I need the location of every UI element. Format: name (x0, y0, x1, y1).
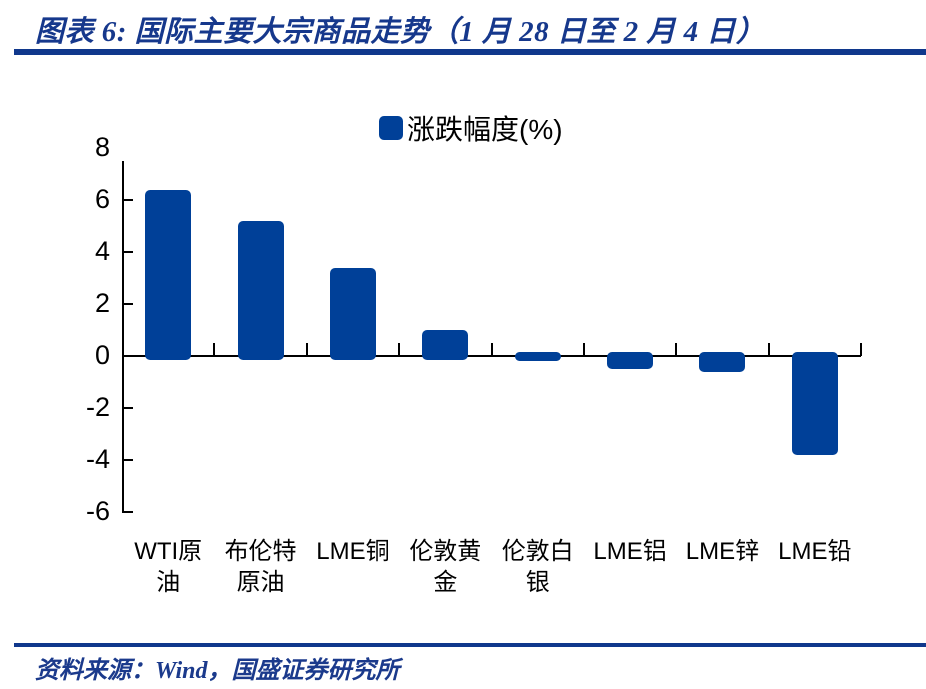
legend-label: 涨跌幅度(%) (407, 114, 563, 145)
legend-swatch-icon (379, 116, 403, 140)
title-divider (14, 49, 926, 55)
x-category-label: 布伦特 原油 (224, 538, 297, 596)
y-axis-tick (124, 511, 133, 514)
y-axis-tick-label: 2 (94, 288, 110, 319)
bar-LME铝 (607, 352, 654, 370)
y-axis-tick (124, 199, 133, 202)
data-source-note: 资料来源：Wind，国盛证券研究所 (35, 658, 400, 684)
y-axis-line (122, 161, 124, 513)
x-axis-tick (860, 343, 862, 357)
x-category-label: WTI原 油 (134, 538, 203, 596)
x-axis-tick (675, 343, 678, 357)
y-axis-tick-label: -2 (85, 392, 110, 423)
bar-布伦特原油 (237, 221, 284, 361)
x-axis-tick (213, 343, 216, 357)
x-category-label: 伦敦白 银 (501, 538, 574, 596)
y-axis-tick-label: 0 (94, 340, 110, 371)
chart-title: 图表 6: 国际主要大宗商品走势（1 月 28 日至 2 月 4 日） (35, 16, 766, 48)
y-axis-tick-label: -4 (85, 444, 110, 475)
x-category-label: LME铝 (593, 538, 667, 565)
source-divider (14, 643, 926, 647)
x-axis-tick (767, 343, 770, 357)
bar-伦敦黄金 (422, 330, 469, 361)
y-axis-tick-label: 8 (94, 132, 110, 163)
y-axis-tick-label: 4 (94, 236, 110, 267)
bar-伦敦白银 (514, 352, 561, 362)
y-axis-tick-label: -6 (85, 496, 110, 527)
y-axis-tick (124, 459, 133, 462)
x-axis-tick (490, 343, 493, 357)
bar-WTI原油 (145, 189, 192, 361)
y-axis-tick (124, 303, 133, 306)
x-category-label: LME铅 (778, 538, 852, 565)
x-axis-tick (582, 343, 585, 357)
x-category-label: 伦敦黄 金 (409, 538, 482, 596)
x-axis-tick (305, 343, 308, 357)
bar-LME铅 (791, 352, 838, 456)
chart-legend: 涨跌幅度(%) (379, 112, 563, 145)
y-axis-tick (124, 251, 133, 254)
y-axis-tick (124, 407, 133, 410)
x-axis-tick (398, 343, 401, 357)
y-axis-tick-label: 6 (94, 184, 110, 215)
x-category-label: LME铜 (316, 538, 390, 565)
bar-LME铜 (329, 267, 376, 361)
x-category-label: LME锌 (685, 538, 760, 565)
bar-LME锌 (699, 352, 746, 372)
x-axis-zero-line (122, 355, 861, 358)
